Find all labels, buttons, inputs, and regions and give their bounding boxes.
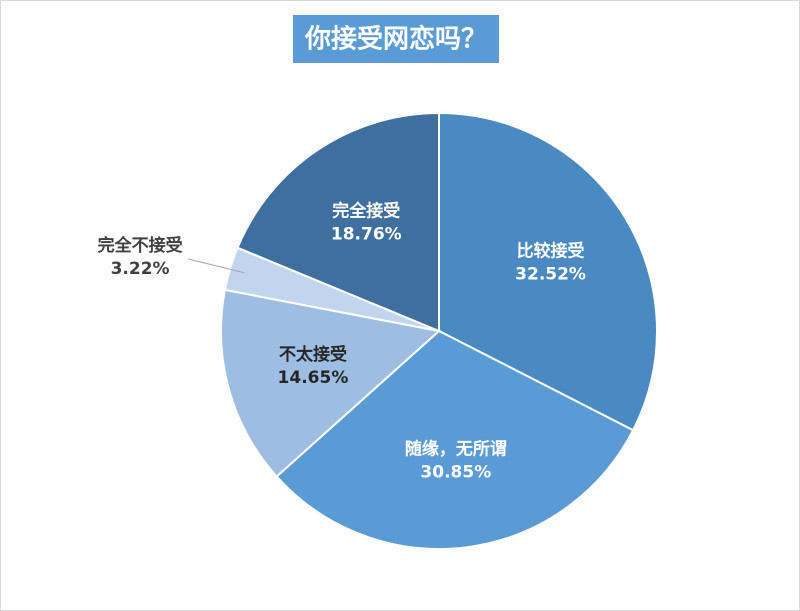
pie-slice (275, 329, 635, 550)
slice-value-label: 14.65% (278, 368, 349, 388)
pie-slice (438, 111, 658, 432)
chart-title: 你接受网恋吗？ (304, 24, 487, 55)
title-background (293, 15, 499, 63)
leader-line (187, 258, 245, 274)
slice-label: 不太接受 (279, 344, 347, 365)
pie-slice (236, 111, 440, 333)
slice-label: 随缘，无所谓 (405, 439, 507, 460)
slice-label: 比较接受 (517, 241, 585, 262)
pie-slice (220, 288, 442, 478)
slice-label: 完全接受 (332, 200, 400, 221)
slice-value-label: 3.22% (111, 259, 170, 279)
slice-value-label: 30.85% (420, 463, 491, 483)
slice-label: 完全不接受 (98, 235, 183, 256)
slice-value-label: 32.52% (515, 265, 586, 285)
slice-value-label: 18.76% (331, 224, 402, 244)
